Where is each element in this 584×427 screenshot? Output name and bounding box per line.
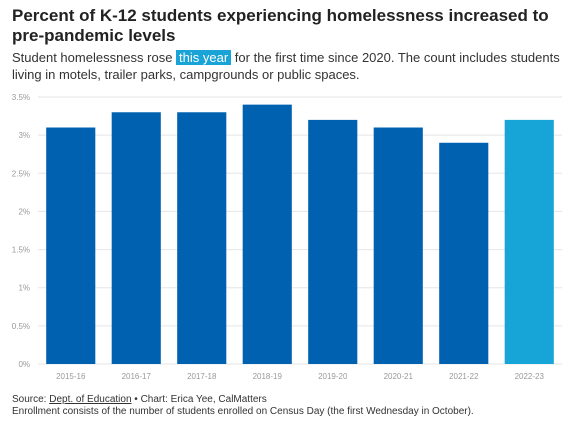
bar-2018-19[interactable] bbox=[242, 104, 292, 364]
source-link[interactable]: Dept. of Education bbox=[49, 394, 132, 405]
y-tick-label: 1% bbox=[18, 284, 30, 293]
bar-2016-17[interactable] bbox=[111, 112, 161, 364]
bar-2021-22[interactable] bbox=[439, 142, 489, 364]
subtitle-text-after: for the first time since 2020. The count… bbox=[12, 50, 560, 82]
bar-2020-21[interactable] bbox=[373, 127, 423, 364]
y-tick-label: 2.5% bbox=[12, 169, 30, 178]
x-tick-label: 2018-19 bbox=[253, 372, 283, 381]
source-prefix: Source: bbox=[12, 394, 50, 405]
y-tick-label: 0.5% bbox=[12, 322, 30, 331]
bar-2017-18[interactable] bbox=[177, 112, 227, 364]
subtitle-highlight: this year bbox=[176, 50, 232, 65]
y-tick-label: 2% bbox=[18, 207, 30, 216]
subtitle-text-before: Student homelessness rose bbox=[12, 50, 177, 65]
x-tick-label: 2021-22 bbox=[449, 372, 479, 381]
x-tick-label: 2017-18 bbox=[187, 372, 217, 381]
bars bbox=[46, 104, 554, 364]
y-axis-labels: 0% 0.5% 1% 1.5% 2% 2.5% 3% 3.5% bbox=[12, 93, 30, 369]
x-axis-labels: 2015-16 2016-17 2017-18 2018-19 2019-20 2020-… bbox=[56, 372, 544, 381]
x-tick-label: 2019-20 bbox=[318, 372, 348, 381]
bar-2019-20[interactable] bbox=[308, 119, 358, 364]
x-tick-label: 2020-21 bbox=[384, 372, 414, 381]
y-tick-label: 3% bbox=[18, 131, 30, 140]
x-tick-label: 2015-16 bbox=[56, 372, 86, 381]
x-tick-label: 2022-23 bbox=[515, 372, 545, 381]
source-line: Source: Dept. of Education • Chart: Eric… bbox=[12, 394, 582, 406]
footnote: Enrollment consists of the number of stu… bbox=[12, 406, 474, 417]
y-tick-label: 0% bbox=[18, 360, 30, 369]
x-tick-label: 2016-17 bbox=[122, 372, 152, 381]
bar-2022-23[interactable] bbox=[504, 119, 554, 364]
bar-2015-16[interactable] bbox=[46, 127, 96, 364]
bar-chart: 0%0.5%1%1.5%2%2.5%3%3.5% 2015-16 2016-17 2… bbox=[12, 93, 562, 381]
chart-footer: Source: Dept. of Education • Chart: Eric… bbox=[12, 394, 582, 418]
y-tick-label: 3.5% bbox=[12, 93, 30, 102]
source-suffix: • Chart: Erica Yee, CalMatters bbox=[131, 394, 267, 405]
y-tick-label: 1.5% bbox=[12, 246, 30, 255]
chart-subtitle: Student homelessness rose this year for … bbox=[12, 49, 572, 83]
chart-title: Percent of K-12 students experiencing ho… bbox=[12, 6, 549, 45]
